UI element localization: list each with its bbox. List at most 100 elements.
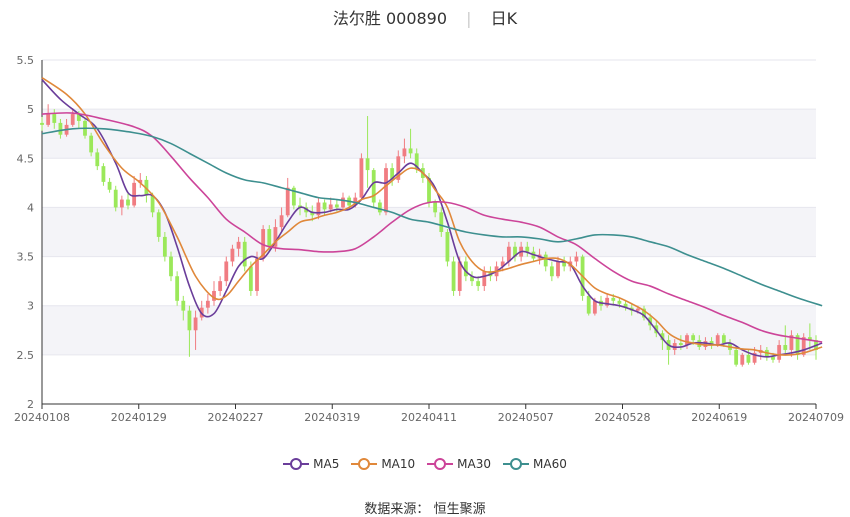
candle-body <box>181 300 186 311</box>
candle-body <box>359 158 364 198</box>
candle-body <box>549 266 554 277</box>
candle-body <box>353 197 358 206</box>
candle-body <box>740 354 745 365</box>
candle-body <box>101 166 106 182</box>
legend-label: MA5 <box>313 457 340 471</box>
candle-body <box>52 114 57 123</box>
candle-body <box>543 254 548 267</box>
candle-body <box>230 248 235 262</box>
legend-item-ma5[interactable]: MA5 <box>283 457 339 471</box>
grid-band <box>42 109 816 159</box>
candle-body <box>500 261 505 267</box>
candle-body <box>721 335 726 344</box>
x-tick-label: 20240319 <box>304 411 360 424</box>
candle-body <box>777 345 782 360</box>
candle-body <box>414 153 419 169</box>
ma60-line <box>41 127 823 307</box>
candle-body <box>328 204 333 210</box>
candle-body <box>402 148 407 157</box>
candle-body <box>574 256 579 262</box>
candle-body <box>691 335 696 341</box>
legend-marker <box>283 458 310 470</box>
grid-band <box>42 305 816 355</box>
x-tick-label: 20240129 <box>111 411 167 424</box>
legend-marker <box>427 458 454 470</box>
candle-body <box>390 168 395 180</box>
candle-body <box>341 197 345 208</box>
candle-body <box>132 182 137 206</box>
candle-body <box>476 281 481 287</box>
y-tick-label: 5.5 <box>17 54 35 67</box>
candle-body <box>113 189 118 208</box>
candle-body <box>273 227 278 247</box>
candle-body <box>46 114 51 125</box>
candle-body <box>734 349 739 365</box>
candle-body <box>40 122 44 125</box>
legend-item-ma60[interactable]: MA60 <box>503 457 567 471</box>
stock-name: 法尔胜 000890 <box>332 9 448 28</box>
candle-body <box>396 156 401 180</box>
candle-body <box>795 335 800 355</box>
candle-body <box>76 114 81 121</box>
candle-body <box>642 308 646 318</box>
candle-body <box>752 352 757 363</box>
candle-body <box>384 168 388 213</box>
candle-body <box>463 261 468 277</box>
candle-body <box>605 297 610 306</box>
candle-body <box>291 187 296 206</box>
candle-body <box>162 236 167 257</box>
candle-body <box>316 202 321 216</box>
candle-body <box>279 215 284 228</box>
source-label: 数据来源： <box>364 502 430 517</box>
candle-body <box>482 271 487 287</box>
candle-body <box>150 195 155 213</box>
y-tick-label: 3 <box>27 300 34 313</box>
ma10-line <box>41 77 823 356</box>
candle-body <box>611 297 616 301</box>
candle-body <box>175 276 180 301</box>
candle-body <box>285 187 290 216</box>
candle-body <box>746 354 751 363</box>
candle-body <box>801 337 806 355</box>
candle-body <box>119 199 124 208</box>
candle-body <box>513 246 517 257</box>
candle-body <box>703 341 708 347</box>
candle-body <box>169 256 173 277</box>
candle-body <box>789 335 794 350</box>
candle-body <box>556 261 560 277</box>
candle-body <box>408 148 413 154</box>
candle-body <box>126 199 130 206</box>
legend-item-ma30[interactable]: MA30 <box>427 457 491 471</box>
legend-label: MA10 <box>381 457 416 471</box>
x-tick-label: 20240619 <box>691 411 747 424</box>
legend-item-ma10[interactable]: MA10 <box>351 457 415 471</box>
candle-body <box>95 152 100 167</box>
candle-body <box>660 333 665 341</box>
ma30-line <box>41 112 823 343</box>
candle-body <box>70 114 75 125</box>
candle-body <box>451 261 456 291</box>
candle-body <box>261 229 266 259</box>
grid-band <box>42 207 816 257</box>
candle-body <box>89 135 94 153</box>
candle-body <box>685 335 689 346</box>
data-source: 数据来源： 恒生聚源 <box>0 498 850 517</box>
y-tick-label: 3.5 <box>17 251 35 264</box>
y-tick-label: 4 <box>27 201 34 214</box>
candle-body <box>107 181 112 190</box>
candle-body <box>635 308 640 311</box>
candle-body <box>224 261 229 282</box>
legend-label: MA60 <box>533 457 567 471</box>
x-tick-label: 20240227 <box>208 411 264 424</box>
candle-body <box>156 212 161 237</box>
candle-body <box>298 205 302 208</box>
candle-body <box>623 303 628 308</box>
candle-body <box>322 202 327 210</box>
candle-body <box>371 170 376 203</box>
candle-body <box>255 258 259 291</box>
x-tick-label: 20240411 <box>401 411 457 424</box>
candle-body <box>457 261 462 291</box>
candle-body <box>592 300 597 314</box>
candle-body <box>562 261 567 267</box>
candle-body <box>586 295 591 314</box>
